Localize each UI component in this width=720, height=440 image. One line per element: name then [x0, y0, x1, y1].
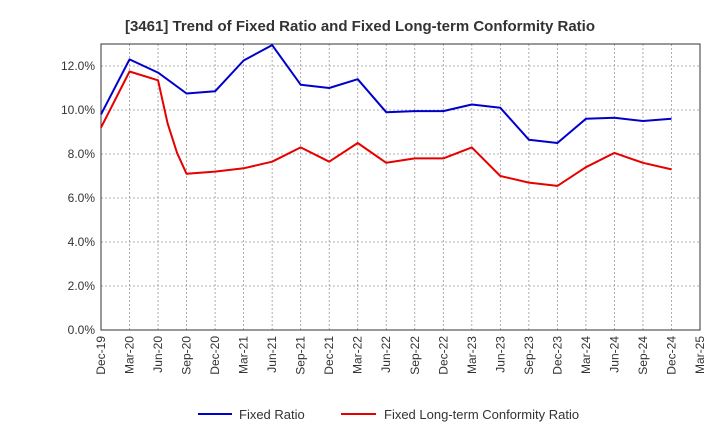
x-tick-label: Mar-20: [123, 336, 137, 374]
x-tick-label: Mar-23: [465, 336, 479, 374]
x-tick-label: Dec-19: [94, 336, 108, 375]
x-tick-label: Jun-20: [151, 336, 165, 373]
x-tick-label: Mar-22: [351, 336, 365, 374]
x-tick-label: Dec-20: [208, 336, 222, 375]
x-tick-label: Jun-22: [379, 336, 393, 373]
plot-frame: [100, 43, 701, 331]
y-axis-ticks: 0.0% 2.0% 4.0% 6.0% 8.0% 10.0% 12.0%: [61, 59, 95, 337]
chart-title: [3461] Trend of Fixed Ratio and Fixed Lo…: [125, 18, 595, 35]
series-line-1: [100, 44, 672, 144]
x-tick-label: Mar-25: [693, 336, 707, 374]
x-tick-label: Sep-21: [294, 336, 308, 375]
x-tick-label: Jun-21: [265, 336, 279, 373]
y-tick-label: 10.0%: [61, 103, 95, 117]
y-tick-label: 8.0%: [68, 147, 96, 161]
legend-label-1: Fixed Ratio: [239, 407, 305, 422]
x-axis-ticks: Dec-19 Mar-20 Jun-20 Sep-20 Dec-20 Mar-21 Jun-…: [94, 336, 707, 375]
x-tick-label: Dec-21: [322, 336, 336, 375]
legend: Fixed Ratio Fixed Long-term Conformity Ra…: [198, 407, 579, 422]
x-tick-label: Sep-24: [636, 336, 650, 375]
y-tick-label: 2.0%: [68, 279, 96, 293]
axes: [100, 43, 701, 331]
y-tick-label: 4.0%: [68, 235, 96, 249]
x-tick-label: Sep-22: [408, 336, 422, 375]
x-tick-label: Jun-23: [493, 336, 507, 373]
x-tick-label: Dec-22: [436, 336, 450, 375]
series-line-2: [100, 70, 672, 187]
x-tick-label: Dec-23: [550, 336, 564, 375]
x-tick-label: Dec-24: [664, 336, 678, 375]
y-tick-label: 0.0%: [68, 323, 96, 337]
y-tick-label: 12.0%: [61, 59, 95, 73]
y-tick-label: 6.0%: [68, 191, 96, 205]
legend-label-2: Fixed Long-term Conformity Ratio: [384, 407, 579, 422]
x-tick-label: Sep-23: [522, 336, 536, 375]
x-tick-label: Jun-24: [607, 336, 621, 373]
x-tick-label: Sep-20: [180, 336, 194, 375]
grid: [101, 44, 700, 330]
x-tick-label: Mar-24: [579, 336, 593, 374]
series-lines: [100, 44, 672, 187]
x-tick-label: Mar-21: [237, 336, 251, 374]
